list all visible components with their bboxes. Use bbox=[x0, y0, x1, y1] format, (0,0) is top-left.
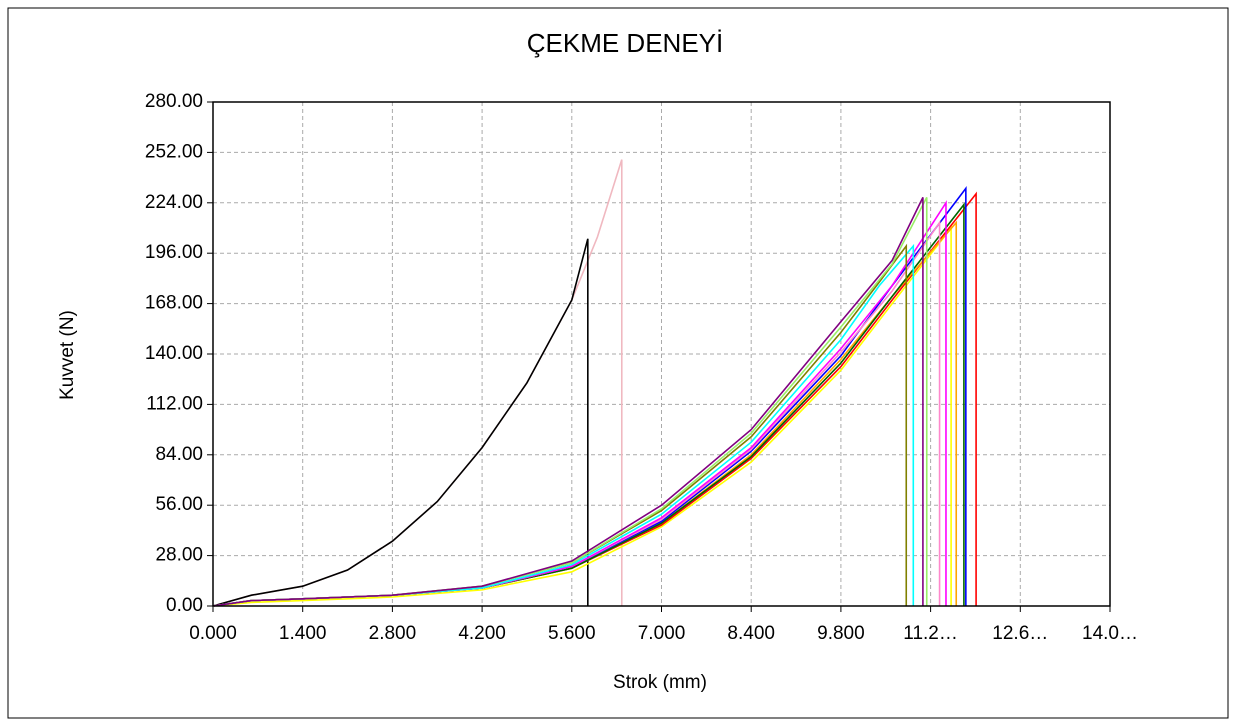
y-tick-label: 56.00 bbox=[155, 494, 203, 515]
plot bbox=[212, 159, 977, 607]
x-tick-label: 8.400 bbox=[727, 623, 775, 644]
x-tick-label: 5.600 bbox=[548, 623, 596, 644]
series-line bbox=[212, 197, 924, 607]
x-tick-label: 2.800 bbox=[369, 623, 417, 644]
y-tick-label: 252.00 bbox=[145, 141, 203, 162]
plot-border bbox=[212, 101, 1111, 607]
x-tick-label: 14.0… bbox=[1082, 623, 1138, 644]
x-tick-label: 4.200 bbox=[458, 623, 506, 644]
y-tick-label: 168.00 bbox=[145, 293, 203, 314]
x-axis-label: Strok (mm) bbox=[613, 672, 707, 693]
y-tick-label: 196.00 bbox=[145, 242, 203, 263]
x-tick-label: 0.000 bbox=[189, 623, 237, 644]
y-tick-label: 112.00 bbox=[146, 393, 203, 414]
y-tick-label: 0.00 bbox=[166, 595, 203, 616]
y-tick-label: 28.00 bbox=[155, 545, 203, 566]
y-tick-label: 280.00 bbox=[145, 91, 203, 112]
frame bbox=[7, 7, 1229, 719]
y-tick-label: 84.00 bbox=[155, 444, 203, 465]
y-tick-label: 224.00 bbox=[145, 192, 203, 213]
x-tick-label: 12.6… bbox=[992, 623, 1048, 644]
series-line bbox=[212, 225, 952, 607]
x-tick-label: 7.000 bbox=[638, 623, 686, 644]
chart-title: ÇEKME DENEYİ bbox=[527, 28, 724, 58]
y-axis-label: Kuvvet (N) bbox=[57, 310, 78, 400]
x-tick-label: 9.800 bbox=[817, 623, 865, 644]
x-tick-label: 1.400 bbox=[279, 623, 327, 644]
y-tick-label: 140.00 bbox=[145, 343, 203, 364]
series-line bbox=[212, 238, 589, 607]
x-tick-label: 11.2… bbox=[903, 623, 958, 644]
